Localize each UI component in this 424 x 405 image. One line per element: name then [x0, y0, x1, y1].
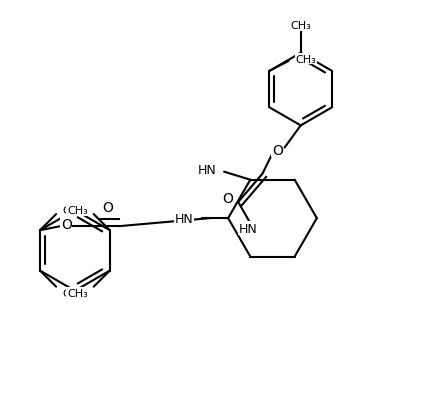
- Text: CH₃: CH₃: [290, 21, 311, 31]
- Text: O: O: [61, 217, 72, 232]
- Text: CH₃: CH₃: [67, 288, 88, 298]
- Text: CH₃: CH₃: [62, 206, 83, 215]
- Text: O: O: [272, 143, 283, 157]
- Text: HN: HN: [239, 222, 258, 235]
- Text: HN: HN: [197, 164, 216, 177]
- Text: CH₃: CH₃: [296, 55, 316, 65]
- Text: HN: HN: [175, 212, 194, 225]
- Text: CH₃: CH₃: [62, 288, 83, 298]
- Text: CH₃: CH₃: [67, 206, 88, 215]
- Text: O: O: [223, 192, 234, 205]
- Text: O: O: [102, 200, 113, 215]
